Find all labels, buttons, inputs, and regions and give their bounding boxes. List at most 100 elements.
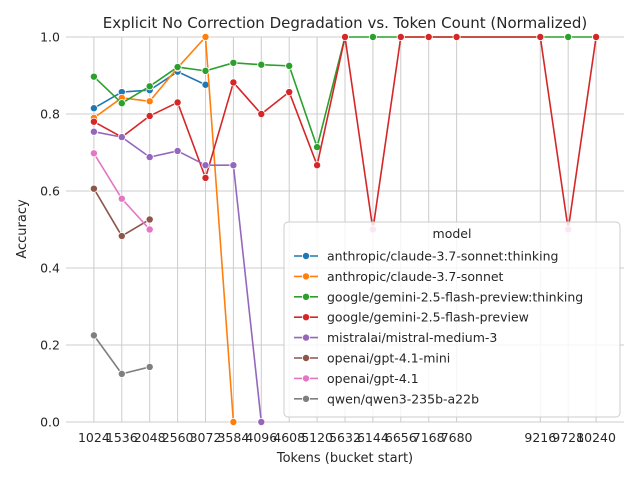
legend-marker [301,292,310,301]
legend-box [283,221,621,418]
data-point [117,194,126,203]
y-tick-label: 0.4 [40,261,60,276]
data-point [201,161,210,170]
data-point [285,61,294,70]
data-point [313,143,322,152]
legend-title: model [433,226,472,241]
legend-label: google/gemini-2.5-flash-preview:thinking [327,289,583,304]
legend-label: mistralai/mistral-medium-3 [327,330,497,345]
data-point [201,173,210,182]
series-1 [89,33,238,426]
data-point [89,331,98,340]
x-tick-label: 9728 [552,430,584,445]
legend-entry: anthropic/claude-3.7-sonnet [294,269,504,284]
data-point [257,110,266,119]
data-point [201,33,210,42]
x-tick-label: 3072 [190,430,222,445]
legend-marker [301,394,310,403]
x-tick-label: 3584 [217,430,249,445]
data-point [424,33,433,42]
legend-label: anthropic/claude-3.7-sonnet [327,269,504,284]
data-point [117,369,126,378]
data-point [452,33,461,42]
legend-entry: qwen/qwen3-235b-a22b [294,391,479,406]
legend-marker [301,313,310,322]
data-point [145,111,154,120]
y-tick-label: 0.8 [40,107,60,122]
x-tick-label: 4608 [273,430,305,445]
data-point [229,58,238,67]
data-point [145,97,154,106]
y-tick-label: 0.0 [40,415,60,430]
legend-label: openai/gpt-4.1 [327,371,419,386]
x-tick-label: 2048 [134,430,166,445]
legend-entries: anthropic/claude-3.7-sonnet:thinking anth… [294,249,583,406]
legend: model anthropic/claude-3.7-sonnet:thinki… [283,221,621,418]
legend-label: openai/gpt-4.1-mini [327,351,450,366]
x-tick-label: 1024 [78,430,110,445]
data-point [257,60,266,69]
data-point [285,88,294,97]
legend-entry: anthropic/claude-3.7-sonnet:thinking [294,249,558,264]
legend-marker [301,272,310,281]
y-tick-labels: 0.0 0.2 0.4 0.6 0.8 1.0 [40,30,60,430]
data-point [201,66,210,75]
legend-entry: openai/gpt-4.1 [294,371,419,386]
series-layer [89,33,601,426]
series-7 [89,331,154,378]
legend-marker [301,251,310,260]
data-point [173,98,182,107]
legend-marker [301,353,310,362]
data-point [536,33,545,42]
y-tick-label: 0.2 [40,338,60,353]
x-tick-label: 2560 [162,430,194,445]
legend-marker [301,333,310,342]
y-tick-label: 0.6 [40,184,60,199]
data-point [229,417,238,426]
legend-marker [301,374,310,383]
data-point [229,161,238,170]
data-point [89,149,98,158]
data-point [117,133,126,142]
series-6 [89,149,573,234]
data-point [396,33,405,42]
data-point [229,78,238,87]
data-point [368,33,377,42]
data-point [145,362,154,371]
data-point [89,72,98,81]
data-point [145,153,154,162]
y-tick-label: 1.0 [40,30,60,45]
x-tick-label: 9216 [524,430,556,445]
x-tick-label: 5120 [301,430,333,445]
x-tick-label: 7680 [441,430,473,445]
legend-label: qwen/qwen3-235b-a22b [327,391,479,406]
x-tick-label: 6144 [357,430,389,445]
data-point [89,117,98,126]
data-point [89,184,98,193]
data-point [564,33,573,42]
data-point [173,63,182,72]
legend-label: anthropic/claude-3.7-sonnet:thinking [327,249,558,264]
data-point [89,127,98,136]
x-tick-label: 10240 [576,430,616,445]
series-4 [89,127,266,426]
legend-entry: mistralai/mistral-medium-3 [294,330,497,345]
series-5 [89,184,154,241]
x-tick-label: 5632 [329,430,361,445]
x-tick-labels: 1024153620482560307235844096460851205632… [78,430,616,445]
data-point [117,232,126,241]
series-line [93,36,235,423]
data-point [117,99,126,108]
legend-entry: google/gemini-2.5-flash-preview:thinking [294,289,583,304]
data-point [145,215,154,224]
legend-entry: google/gemini-2.5-flash-preview [294,310,529,325]
data-point [145,225,154,234]
data-point [257,417,266,426]
legend-entry: openai/gpt-4.1-mini [294,351,450,366]
data-point [173,146,182,155]
y-axis-label: Accuracy [15,199,30,259]
chart-title: Explicit No Correction Degradation vs. T… [103,14,587,32]
x-axis-label: Tokens (bucket start) [276,451,413,466]
data-point [89,104,98,113]
